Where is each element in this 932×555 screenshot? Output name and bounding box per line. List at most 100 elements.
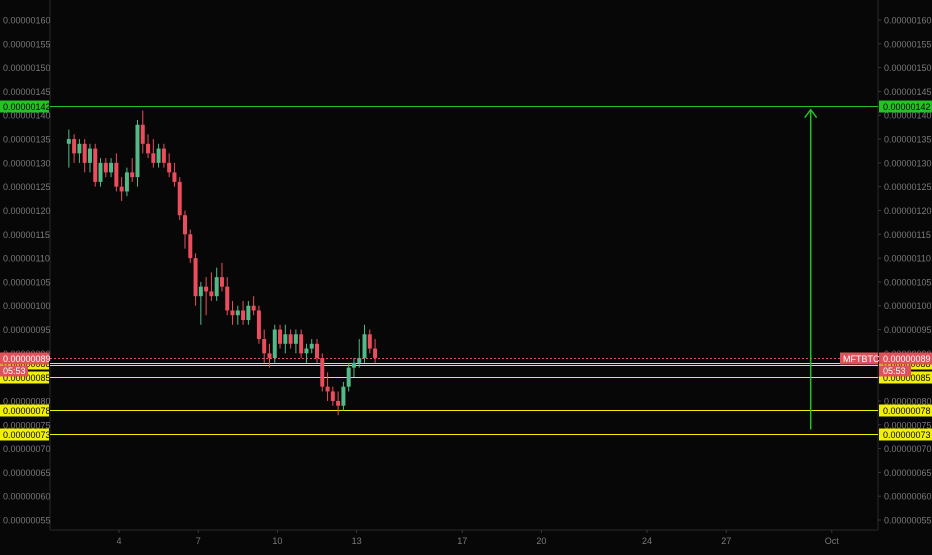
y-tick-label-right: 0.00000135 [884, 135, 932, 145]
y-tick-label-right: 0.00000160 [884, 16, 932, 26]
level-label-right: 0.00000142 [883, 102, 931, 112]
level-tag-right [879, 428, 932, 441]
x-tick-label: 7 [196, 536, 201, 546]
level-label-right: 0.00000085 [883, 373, 931, 383]
y-tick-label-right: 0.00000140 [884, 111, 932, 121]
x-tick-label: 13 [352, 536, 362, 546]
candle-body [299, 334, 304, 354]
candle-body [93, 148, 98, 182]
candle-body [156, 148, 161, 163]
candle-body [140, 124, 145, 144]
y-tick-label-left: 0.00000060 [3, 492, 51, 502]
y-tick-label-right: 0.00000070 [884, 444, 932, 454]
y-tick-label-left: 0.00000160 [3, 16, 51, 26]
current-price-label-right: 0.00000089 [883, 354, 931, 364]
y-tick-label-right: 0.00000065 [884, 468, 932, 478]
y-tick-label-left: 0.00000100 [3, 301, 51, 311]
candle-body [315, 343, 319, 359]
candle-body [82, 143, 87, 163]
candle-body [151, 153, 156, 163]
candle-body [246, 305, 251, 320]
candle-body [109, 162, 114, 173]
y-tick-label-right: 0.00000075 [884, 420, 932, 430]
candle-body [272, 329, 277, 359]
y-tick-label-left: 0.00000135 [3, 135, 51, 145]
level-label-left: 0.00000142 [3, 102, 51, 112]
candle-body [225, 286, 230, 311]
current-price-tag-left [0, 352, 49, 365]
candle-body [351, 362, 356, 368]
countdown-tag-right [879, 365, 911, 377]
y-tick-label-right: 0.00000080 [884, 396, 932, 406]
candle-body [177, 181, 182, 216]
level-label-left: 0.00000073 [3, 430, 51, 440]
countdown-label-right: 05:53 [883, 366, 906, 376]
y-tick-label-left: 0.00000080 [3, 396, 51, 406]
x-tick-label: 20 [536, 536, 546, 546]
level-label-right: 0.00000073 [883, 430, 931, 440]
y-tick-label-right: 0.00000155 [884, 39, 932, 49]
y-tick-label-right: 0.00000095 [884, 325, 932, 335]
candle-body [241, 310, 246, 320]
candle-body [267, 353, 272, 359]
candle-body [320, 358, 325, 387]
candle-body [304, 348, 309, 354]
candle-body [251, 305, 256, 311]
y-tick-label-left: 0.00000150 [3, 63, 51, 73]
candle-body [209, 291, 214, 297]
candle-body [357, 358, 362, 363]
candle-body [262, 339, 267, 354]
candle-body [330, 391, 335, 401]
candle-body [77, 143, 82, 154]
y-tick-label-left: 0.00000095 [3, 325, 51, 335]
level-label-right: 0.00000078 [883, 406, 931, 416]
candle-body [278, 329, 283, 344]
candle-body [98, 162, 103, 182]
countdown-tag-left [0, 365, 28, 377]
candle-body [66, 139, 71, 144]
y-tick-label-left: 0.00000125 [3, 182, 51, 192]
y-tick-label-right: 0.00000100 [884, 301, 932, 311]
y-tick-label-right: 0.00000115 [884, 230, 931, 240]
candle-body [214, 277, 219, 297]
candle-body [146, 143, 151, 154]
candle-body [346, 367, 351, 387]
candle-body [288, 334, 293, 344]
candle-body [183, 215, 187, 235]
candle-body [293, 334, 298, 344]
y-tick-label-right: 0.00000130 [884, 158, 932, 168]
y-tick-label-left: 0.00000070 [3, 444, 51, 454]
y-tick-label-right: 0.00000145 [884, 87, 932, 97]
candle-body [204, 286, 209, 292]
candle-body [362, 334, 367, 359]
x-tick-label: 10 [272, 536, 282, 546]
candle-body [135, 124, 140, 178]
y-tick-label-right: 0.00000120 [884, 206, 932, 216]
x-tick-label: Oct [825, 536, 840, 546]
candle-body [103, 162, 108, 173]
y-tick-label-right: 0.00000110 [884, 254, 931, 264]
candle-body [309, 343, 314, 349]
level-label-left: 0.00000085 [3, 373, 51, 383]
candle-body [172, 172, 177, 182]
y-tick-label-left: 0.00000145 [3, 87, 51, 97]
candle-body [235, 310, 240, 316]
candle-body [161, 148, 166, 163]
candle-body [325, 386, 330, 392]
level-tag-left [0, 404, 49, 417]
level-tag-right [879, 100, 932, 113]
candle-body [219, 277, 224, 287]
y-tick-label-left: 0.00000120 [3, 206, 51, 216]
current-price-tag-right [879, 352, 932, 365]
candle-body [167, 162, 172, 173]
candle-body [188, 234, 193, 259]
y-tick-label-right: 0.00000105 [884, 277, 932, 287]
y-tick-label-left: 0.00000055 [3, 516, 51, 526]
level-label-left: 0.00000078 [3, 406, 51, 416]
x-tick-label: 17 [457, 536, 467, 546]
x-tick-label: 27 [721, 536, 731, 546]
candle-body [124, 172, 129, 192]
